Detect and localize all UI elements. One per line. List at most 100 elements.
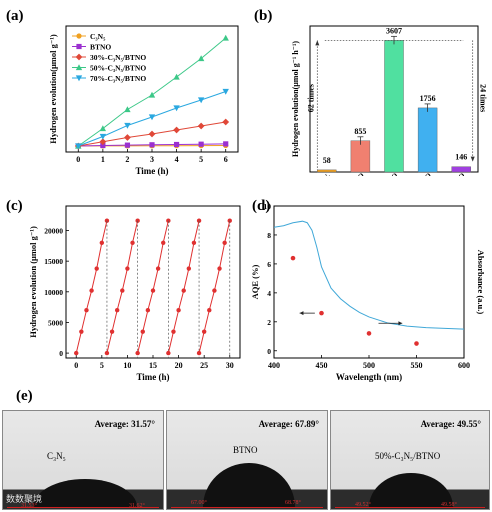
data-point-c bbox=[227, 218, 232, 223]
sample-label-3: 50%-C₃N₅/BTNO bbox=[375, 451, 441, 461]
y-tick-label-d: 2 bbox=[267, 318, 271, 327]
average-angle-1: Average: 31.57° bbox=[94, 419, 155, 429]
data-point-a bbox=[148, 114, 156, 121]
sample-label-2: BTNO bbox=[233, 445, 258, 455]
panel-label-c: (c) bbox=[6, 198, 23, 214]
x-tick-label-a: 0 bbox=[76, 155, 80, 164]
droplet-1 bbox=[33, 479, 137, 507]
panel-e: (e) Average: 31.57° C₃N₅ 31.53° 31.62° A… bbox=[0, 386, 492, 512]
y-tick-label-d: 6 bbox=[267, 260, 271, 269]
x-tick-label-d: 400 bbox=[268, 361, 280, 370]
data-point-a bbox=[99, 125, 107, 132]
x-tick-label-d: 550 bbox=[411, 361, 423, 370]
data-point-a bbox=[173, 105, 180, 112]
y-tick-label-c: 20000 bbox=[44, 227, 63, 236]
panel-label-d: (d) bbox=[252, 198, 270, 214]
data-point-a bbox=[75, 143, 82, 150]
x-axis-label-a: Time (h) bbox=[135, 166, 168, 176]
droplet-2 bbox=[203, 463, 295, 507]
contact-angle-photo-2: Average: 67.89° BTNO 67.00° 68.78° bbox=[166, 410, 328, 510]
aqe-point-d bbox=[414, 341, 419, 346]
data-point-c bbox=[120, 288, 125, 293]
chart-b: (b) Hydrogen evolution(μmol g⁻¹ h⁻¹) 58 C₃… bbox=[254, 8, 488, 176]
legend-marker-a bbox=[75, 75, 83, 82]
data-point-a bbox=[124, 106, 131, 113]
panel-label-b: (b) bbox=[254, 8, 272, 24]
data-point-c bbox=[166, 350, 171, 356]
x-tick-label-a: 4 bbox=[175, 155, 179, 164]
annotation-right-b: 24 times bbox=[479, 84, 488, 112]
data-point-c bbox=[181, 288, 186, 293]
bar-b bbox=[451, 166, 471, 173]
legend-marker-a bbox=[75, 64, 83, 71]
data-point-c bbox=[104, 350, 110, 356]
data-point-a bbox=[222, 118, 230, 126]
x-tick-label-d: 450 bbox=[316, 361, 328, 370]
x-tick-label-a: 1 bbox=[101, 155, 105, 164]
data-point-a bbox=[124, 134, 131, 141]
legend-label-a: 30%-C₃N₅/BTNO bbox=[90, 53, 146, 62]
legend-label-a: BTNO bbox=[90, 43, 111, 52]
y-tick-label-d: 0 bbox=[267, 347, 271, 356]
data-point-a bbox=[222, 88, 229, 95]
contact-angle-photo-1: Average: 31.57° C₃N₅ 31.53° 31.62° bbox=[2, 410, 164, 510]
angle-left-1: 31.53° bbox=[21, 503, 37, 509]
chart-a: (a) 0 1 2 3 4 5 6 Time (h) Hydrogen evolution(μm… bbox=[6, 8, 239, 176]
x-tick-label-c: 15 bbox=[149, 361, 157, 370]
arrow-head-right-d bbox=[398, 321, 403, 326]
data-point-c bbox=[150, 288, 156, 293]
legend-marker-a bbox=[76, 43, 82, 50]
data-point-c bbox=[201, 329, 207, 334]
data-point-c bbox=[140, 329, 145, 334]
data-point-a bbox=[173, 141, 180, 148]
y-tick-label-c: 5000 bbox=[48, 318, 63, 327]
data-point-a bbox=[197, 55, 205, 62]
watermark: 数数聚境 bbox=[6, 495, 43, 505]
data-point-c bbox=[166, 218, 171, 223]
x-tick-label-a: 3 bbox=[150, 155, 154, 164]
y-axis-label-left-d: AQE (%) bbox=[250, 264, 260, 299]
data-point-c bbox=[171, 329, 176, 334]
bar-value-label-b: 146 bbox=[455, 153, 467, 162]
data-point-a bbox=[99, 133, 107, 140]
angle-left-3: 49.52° bbox=[355, 502, 371, 508]
baseline-3 bbox=[335, 507, 485, 508]
chart-d: (d) 400 450 500 550 600 0 2 4 6 8 10 Wavelength (nm… bbox=[250, 198, 486, 382]
data-point-c bbox=[145, 307, 151, 313]
x-tick-label-c: 10 bbox=[123, 361, 131, 370]
data-point-a bbox=[173, 126, 180, 134]
data-point-c bbox=[196, 350, 202, 356]
baseline-1 bbox=[7, 507, 159, 508]
data-point-c bbox=[222, 240, 227, 245]
bar-b bbox=[384, 40, 404, 173]
x-tick-label-c: 20 bbox=[175, 361, 183, 370]
data-point-c bbox=[135, 350, 140, 356]
x-tick-label-c: 30 bbox=[226, 361, 234, 370]
legend-label-a: C₃N₅ bbox=[90, 32, 106, 41]
data-point-c bbox=[79, 329, 84, 334]
x-tick-label-c: 5 bbox=[100, 361, 104, 370]
y-axis-label-a: Hydrogen evolution(μmol g⁻¹) bbox=[48, 34, 58, 144]
y-axis-label-c: Hydrogen evolution (μmol g⁻¹) bbox=[28, 226, 38, 338]
y-axis-label-b: Hydrogen evolution(μmol g⁻¹ h⁻¹) bbox=[291, 41, 300, 157]
data-point-a bbox=[124, 122, 131, 129]
bar-value-label-b: 1756 bbox=[420, 94, 436, 103]
y-tick-label-d: 4 bbox=[267, 289, 271, 298]
x-tick-label-a: 6 bbox=[224, 155, 228, 164]
data-point-a bbox=[223, 141, 229, 147]
data-point-c bbox=[125, 266, 130, 271]
y-tick-label-c: 0 bbox=[59, 349, 63, 358]
y-axis-label-right-d: Absorbance (a.u.) bbox=[476, 250, 486, 315]
data-point-a bbox=[149, 142, 155, 148]
angle-right-2: 68.78° bbox=[285, 500, 301, 506]
data-point-c bbox=[89, 288, 94, 293]
x-axis-label-c: Time (h) bbox=[136, 372, 169, 382]
data-point-c bbox=[99, 240, 105, 245]
panel-label-e: (e) bbox=[16, 388, 33, 404]
chart-c: (c) 0 5 10 15 20 25 30 0 5000 10000 15000 20000 Time… bbox=[6, 198, 241, 382]
x-tick-label-a: 2 bbox=[125, 155, 129, 164]
bar-value-label-b: 3607 bbox=[386, 26, 402, 35]
x-tick-label-a: 5 bbox=[199, 155, 203, 164]
annotation-left-b: 62 times bbox=[306, 84, 315, 112]
bar-b bbox=[350, 140, 371, 173]
